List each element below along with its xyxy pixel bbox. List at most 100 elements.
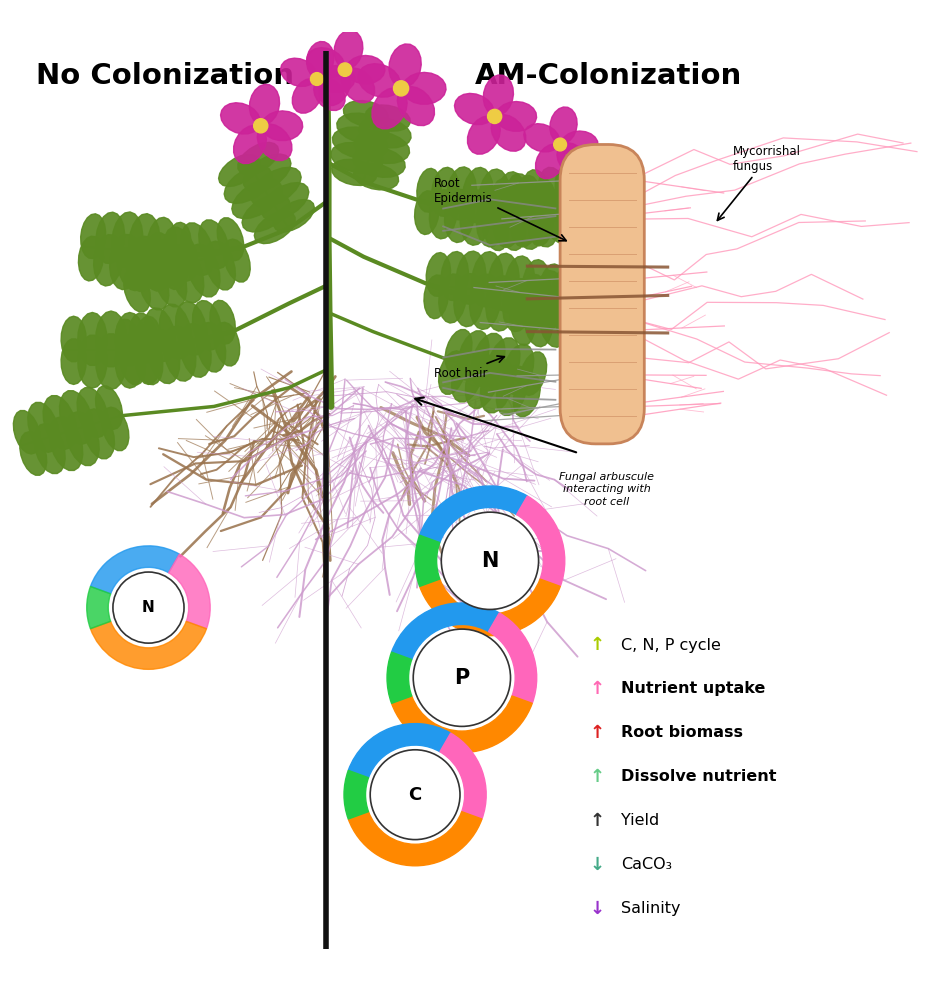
Polygon shape xyxy=(242,195,289,232)
Wedge shape xyxy=(420,486,528,543)
Polygon shape xyxy=(163,245,189,289)
Polygon shape xyxy=(483,207,508,251)
Polygon shape xyxy=(13,411,40,454)
Polygon shape xyxy=(497,365,528,415)
Polygon shape xyxy=(417,168,441,212)
Polygon shape xyxy=(232,179,282,219)
Polygon shape xyxy=(332,127,388,159)
Polygon shape xyxy=(96,212,125,264)
Polygon shape xyxy=(337,113,389,144)
Polygon shape xyxy=(132,240,162,289)
Text: ↑: ↑ xyxy=(590,724,605,742)
Text: N: N xyxy=(482,551,499,571)
Polygon shape xyxy=(493,194,523,247)
Polygon shape xyxy=(557,143,589,176)
Polygon shape xyxy=(250,84,280,125)
Polygon shape xyxy=(192,301,222,350)
Circle shape xyxy=(554,138,566,151)
Polygon shape xyxy=(61,339,86,384)
Polygon shape xyxy=(538,286,562,330)
Polygon shape xyxy=(539,293,570,347)
Polygon shape xyxy=(606,292,630,336)
Polygon shape xyxy=(154,254,187,307)
Polygon shape xyxy=(59,391,93,444)
Text: C: C xyxy=(408,786,422,804)
Polygon shape xyxy=(261,183,309,220)
Polygon shape xyxy=(254,211,295,244)
Wedge shape xyxy=(90,546,179,594)
Polygon shape xyxy=(147,217,176,269)
Wedge shape xyxy=(90,621,207,669)
Polygon shape xyxy=(139,261,169,310)
Polygon shape xyxy=(478,185,503,229)
Polygon shape xyxy=(61,316,86,362)
Circle shape xyxy=(311,73,323,85)
Polygon shape xyxy=(281,58,316,86)
Polygon shape xyxy=(511,198,538,247)
Polygon shape xyxy=(529,202,553,246)
Polygon shape xyxy=(148,330,179,384)
Text: C, N, P cycle: C, N, P cycle xyxy=(621,638,721,653)
Polygon shape xyxy=(127,236,158,291)
Polygon shape xyxy=(354,131,409,163)
Polygon shape xyxy=(511,196,543,249)
Polygon shape xyxy=(181,223,213,276)
Polygon shape xyxy=(527,192,559,247)
Polygon shape xyxy=(471,252,502,307)
Polygon shape xyxy=(319,69,350,106)
Polygon shape xyxy=(458,331,489,381)
Polygon shape xyxy=(77,388,108,438)
Polygon shape xyxy=(34,424,65,474)
Polygon shape xyxy=(372,88,408,129)
Text: ↑: ↑ xyxy=(590,636,605,654)
Wedge shape xyxy=(420,579,561,636)
Circle shape xyxy=(393,81,408,96)
Polygon shape xyxy=(486,338,520,392)
Polygon shape xyxy=(331,142,383,173)
Polygon shape xyxy=(353,147,406,177)
Polygon shape xyxy=(197,322,225,372)
Polygon shape xyxy=(206,241,236,290)
Polygon shape xyxy=(243,154,291,191)
Text: Root biomass: Root biomass xyxy=(621,725,743,740)
Polygon shape xyxy=(423,275,448,319)
Wedge shape xyxy=(169,554,210,629)
Text: P: P xyxy=(454,668,470,688)
Polygon shape xyxy=(166,222,191,267)
Polygon shape xyxy=(432,167,459,216)
Polygon shape xyxy=(120,341,146,385)
Polygon shape xyxy=(180,324,211,377)
Polygon shape xyxy=(79,236,103,281)
Polygon shape xyxy=(507,174,538,227)
Text: ↓: ↓ xyxy=(590,856,605,874)
Polygon shape xyxy=(219,154,259,187)
Text: ↑: ↑ xyxy=(590,768,605,786)
Polygon shape xyxy=(562,131,598,158)
Wedge shape xyxy=(344,770,368,819)
Circle shape xyxy=(113,572,184,643)
Polygon shape xyxy=(522,170,554,225)
Polygon shape xyxy=(522,274,550,324)
Polygon shape xyxy=(94,235,122,286)
Wedge shape xyxy=(348,724,451,778)
Polygon shape xyxy=(28,402,59,452)
Polygon shape xyxy=(112,212,143,267)
Text: Nutrient uptake: Nutrient uptake xyxy=(621,681,765,696)
Polygon shape xyxy=(535,144,565,179)
Polygon shape xyxy=(485,276,516,331)
Polygon shape xyxy=(221,103,260,134)
Polygon shape xyxy=(331,159,377,185)
Polygon shape xyxy=(214,322,239,366)
Polygon shape xyxy=(492,179,521,228)
Polygon shape xyxy=(510,301,535,345)
Polygon shape xyxy=(199,220,229,269)
Polygon shape xyxy=(476,191,507,247)
Wedge shape xyxy=(439,733,486,819)
Polygon shape xyxy=(537,271,567,325)
Polygon shape xyxy=(397,86,435,126)
Polygon shape xyxy=(78,335,107,388)
Polygon shape xyxy=(110,234,141,290)
Polygon shape xyxy=(571,290,601,344)
Polygon shape xyxy=(234,125,267,163)
Polygon shape xyxy=(96,311,127,367)
